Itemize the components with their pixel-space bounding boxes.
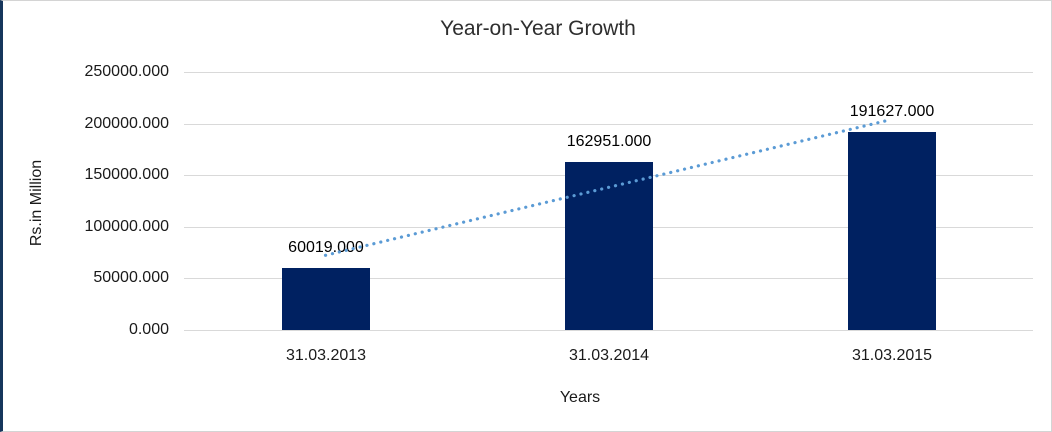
- y-tick-label: 250000.000: [84, 63, 169, 80]
- gridline: [184, 72, 1033, 73]
- x-axis-title: Years: [559, 389, 601, 406]
- gridline: [184, 124, 1033, 125]
- bar-data-label: 162951.000: [566, 133, 652, 150]
- plot-area: 0.000 50000.000 100000.000 150000.000 200000…: [3, 1, 1051, 431]
- bar: [282, 268, 370, 330]
- x-tick-label: 31.03.2015: [851, 347, 933, 364]
- bar: [565, 162, 653, 330]
- x-tick-label: 31.03.2014: [568, 347, 650, 364]
- chart-title: Year-on-Year Growth: [440, 17, 636, 40]
- bar-data-label: 60019.000: [288, 239, 364, 256]
- x-tick-label: 31.03.2013: [285, 347, 367, 364]
- y-tick-label: 100000.000: [84, 218, 169, 235]
- y-tick-label: 0.000: [128, 321, 169, 338]
- y-tick-label: 200000.000: [84, 115, 169, 132]
- bar-data-label: 191627.000: [849, 103, 935, 120]
- gridline: [184, 330, 1033, 331]
- bar: [848, 132, 936, 330]
- y-tick-label: 50000.000: [93, 269, 169, 286]
- y-tick-label: 150000.000: [84, 166, 169, 183]
